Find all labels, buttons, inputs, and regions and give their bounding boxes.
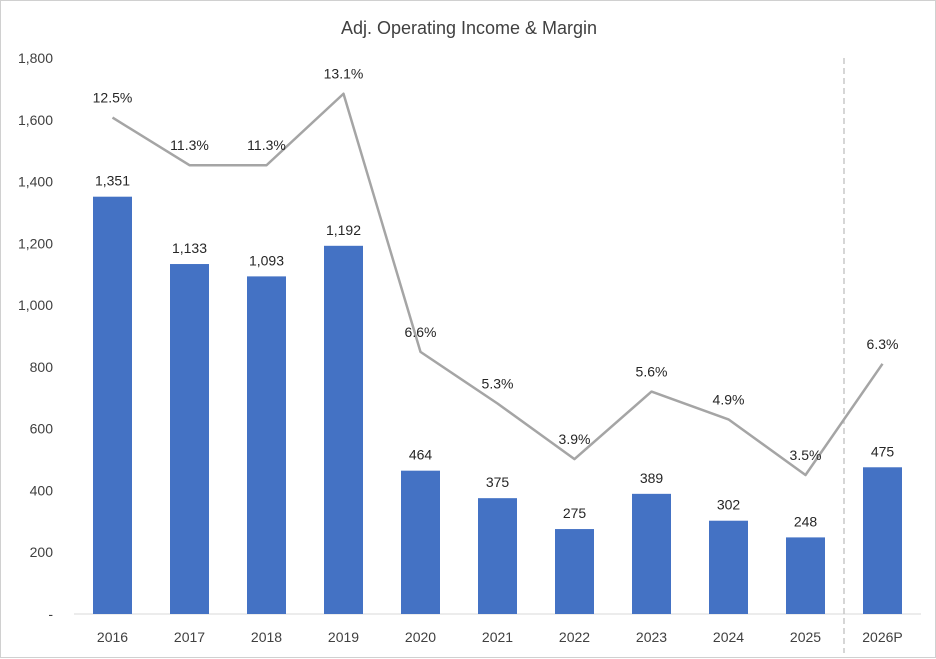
y-tick-label: 1,600 xyxy=(18,112,53,128)
bar xyxy=(478,498,517,614)
bar xyxy=(863,467,902,614)
bar-value-label: 275 xyxy=(563,505,587,521)
x-tick-label: 2022 xyxy=(559,629,590,645)
margin-value-label: 4.9% xyxy=(713,391,745,407)
bar-value-label: 1,192 xyxy=(326,222,361,238)
bar xyxy=(632,494,671,614)
y-tick-label: 400 xyxy=(30,482,54,498)
x-tick-label: 2017 xyxy=(174,629,205,645)
bar xyxy=(93,197,132,614)
bar-value-label: 1,351 xyxy=(95,173,130,189)
x-tick-label: 2025 xyxy=(790,629,821,645)
x-tick-label: 2016 xyxy=(97,629,128,645)
margin-value-label: 12.5% xyxy=(93,90,133,106)
y-tick-label: 1,000 xyxy=(18,297,53,313)
chart-title: Adj. Operating Income & Margin xyxy=(341,18,597,38)
y-tick-label: 200 xyxy=(30,544,54,560)
margin-line-series xyxy=(112,94,882,475)
x-tick-label: 2019 xyxy=(328,629,359,645)
bar xyxy=(324,246,363,614)
margin-line xyxy=(113,94,883,475)
margin-value-label: 3.5% xyxy=(790,447,822,463)
bar-value-label: 464 xyxy=(409,447,433,463)
bar xyxy=(786,537,825,614)
margin-value-label: 13.1% xyxy=(324,66,364,82)
x-tick-label: 2018 xyxy=(251,629,282,645)
bar xyxy=(555,529,594,614)
bar-series xyxy=(93,197,902,614)
bar-value-label: 475 xyxy=(871,443,895,459)
margin-value-label: 3.9% xyxy=(559,431,591,447)
bar xyxy=(709,521,748,614)
x-tick-label: 2026P xyxy=(862,629,902,645)
bar-value-label: 375 xyxy=(486,474,510,490)
bar-value-label: 248 xyxy=(794,513,818,529)
margin-value-label: 5.6% xyxy=(636,364,668,380)
x-tick-label: 2021 xyxy=(482,629,513,645)
margin-value-label: 6.6% xyxy=(405,324,437,340)
y-tick-label: 800 xyxy=(30,359,54,375)
y-tick-label: 1,400 xyxy=(18,174,53,190)
y-tick-label: - xyxy=(48,606,53,622)
x-tick-label: 2023 xyxy=(636,629,667,645)
y-axis: - 200 400 600 800 1,000 1,200 1,400 1,600 1,800 xyxy=(18,50,53,622)
margin-value-label: 11.3% xyxy=(170,137,209,153)
bar xyxy=(170,264,209,614)
bar xyxy=(247,276,286,614)
bar xyxy=(401,471,440,614)
bar-data-labels: 1,351 1,133 1,093 1,192 464 375 275 389 302 248 47… xyxy=(95,173,894,530)
y-tick-label: 1,800 xyxy=(18,50,53,66)
y-tick-label: 600 xyxy=(30,421,54,437)
x-tick-label: 2024 xyxy=(713,629,744,645)
margin-value-label: 11.3% xyxy=(247,137,286,153)
bar-value-label: 1,133 xyxy=(172,240,207,256)
margin-value-label: 5.3% xyxy=(482,376,514,392)
margin-value-label: 6.3% xyxy=(867,336,899,352)
bar-value-label: 1,093 xyxy=(249,252,284,268)
x-tick-label: 2020 xyxy=(405,629,436,645)
y-tick-label: 1,200 xyxy=(18,235,53,251)
bar-value-label: 302 xyxy=(717,497,741,513)
bar-value-label: 389 xyxy=(640,470,664,486)
